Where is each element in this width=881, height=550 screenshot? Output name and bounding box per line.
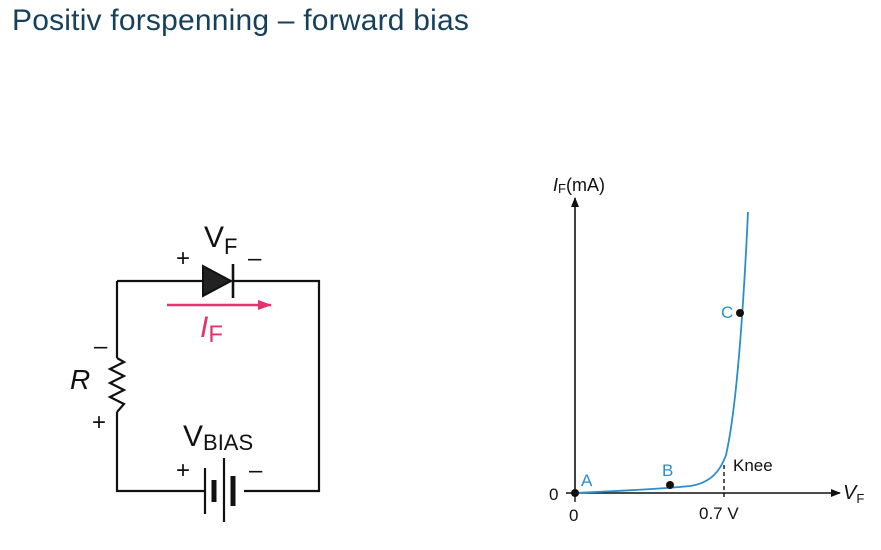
current-label: IF (200, 311, 223, 348)
battery-plus-sign: + (176, 457, 190, 484)
battery-symbol (203, 458, 236, 522)
wire-left-lower (115, 412, 204, 493)
y-axis-label: IF(mA) (553, 175, 605, 196)
point-b-marker (666, 481, 674, 489)
page-title: Positiv forspenning – forward bias (12, 4, 470, 37)
point-a-marker (571, 489, 579, 497)
knee-voltage-label: 0.7 V (699, 504, 739, 523)
vf-label: VF (204, 221, 237, 259)
diode-symbol (202, 264, 235, 298)
resistor-label: R (70, 364, 90, 395)
diode-plus-sign: + (176, 245, 190, 272)
point-c-marker (736, 309, 744, 317)
vbias-label: VBIAS (183, 420, 253, 455)
diode-minus-sign: – (248, 245, 262, 272)
iv-curve (574, 211, 749, 494)
point-b-label: B (662, 461, 673, 480)
point-a-label: A (581, 471, 593, 490)
knee-label: Knee (733, 456, 773, 475)
origin-x-label: 0 (569, 506, 578, 525)
circuit (107, 279, 321, 493)
origin-y-label: 0 (549, 485, 558, 504)
x-axis-label: VF (843, 482, 864, 506)
resistor-zigzag (107, 357, 127, 413)
resistor-minus-sign: – (94, 333, 108, 360)
resistor-plus-sign: + (92, 409, 106, 436)
point-c-label: C (721, 303, 733, 322)
wire-top-right (233, 279, 321, 493)
battery-minus-sign: – (249, 457, 263, 484)
